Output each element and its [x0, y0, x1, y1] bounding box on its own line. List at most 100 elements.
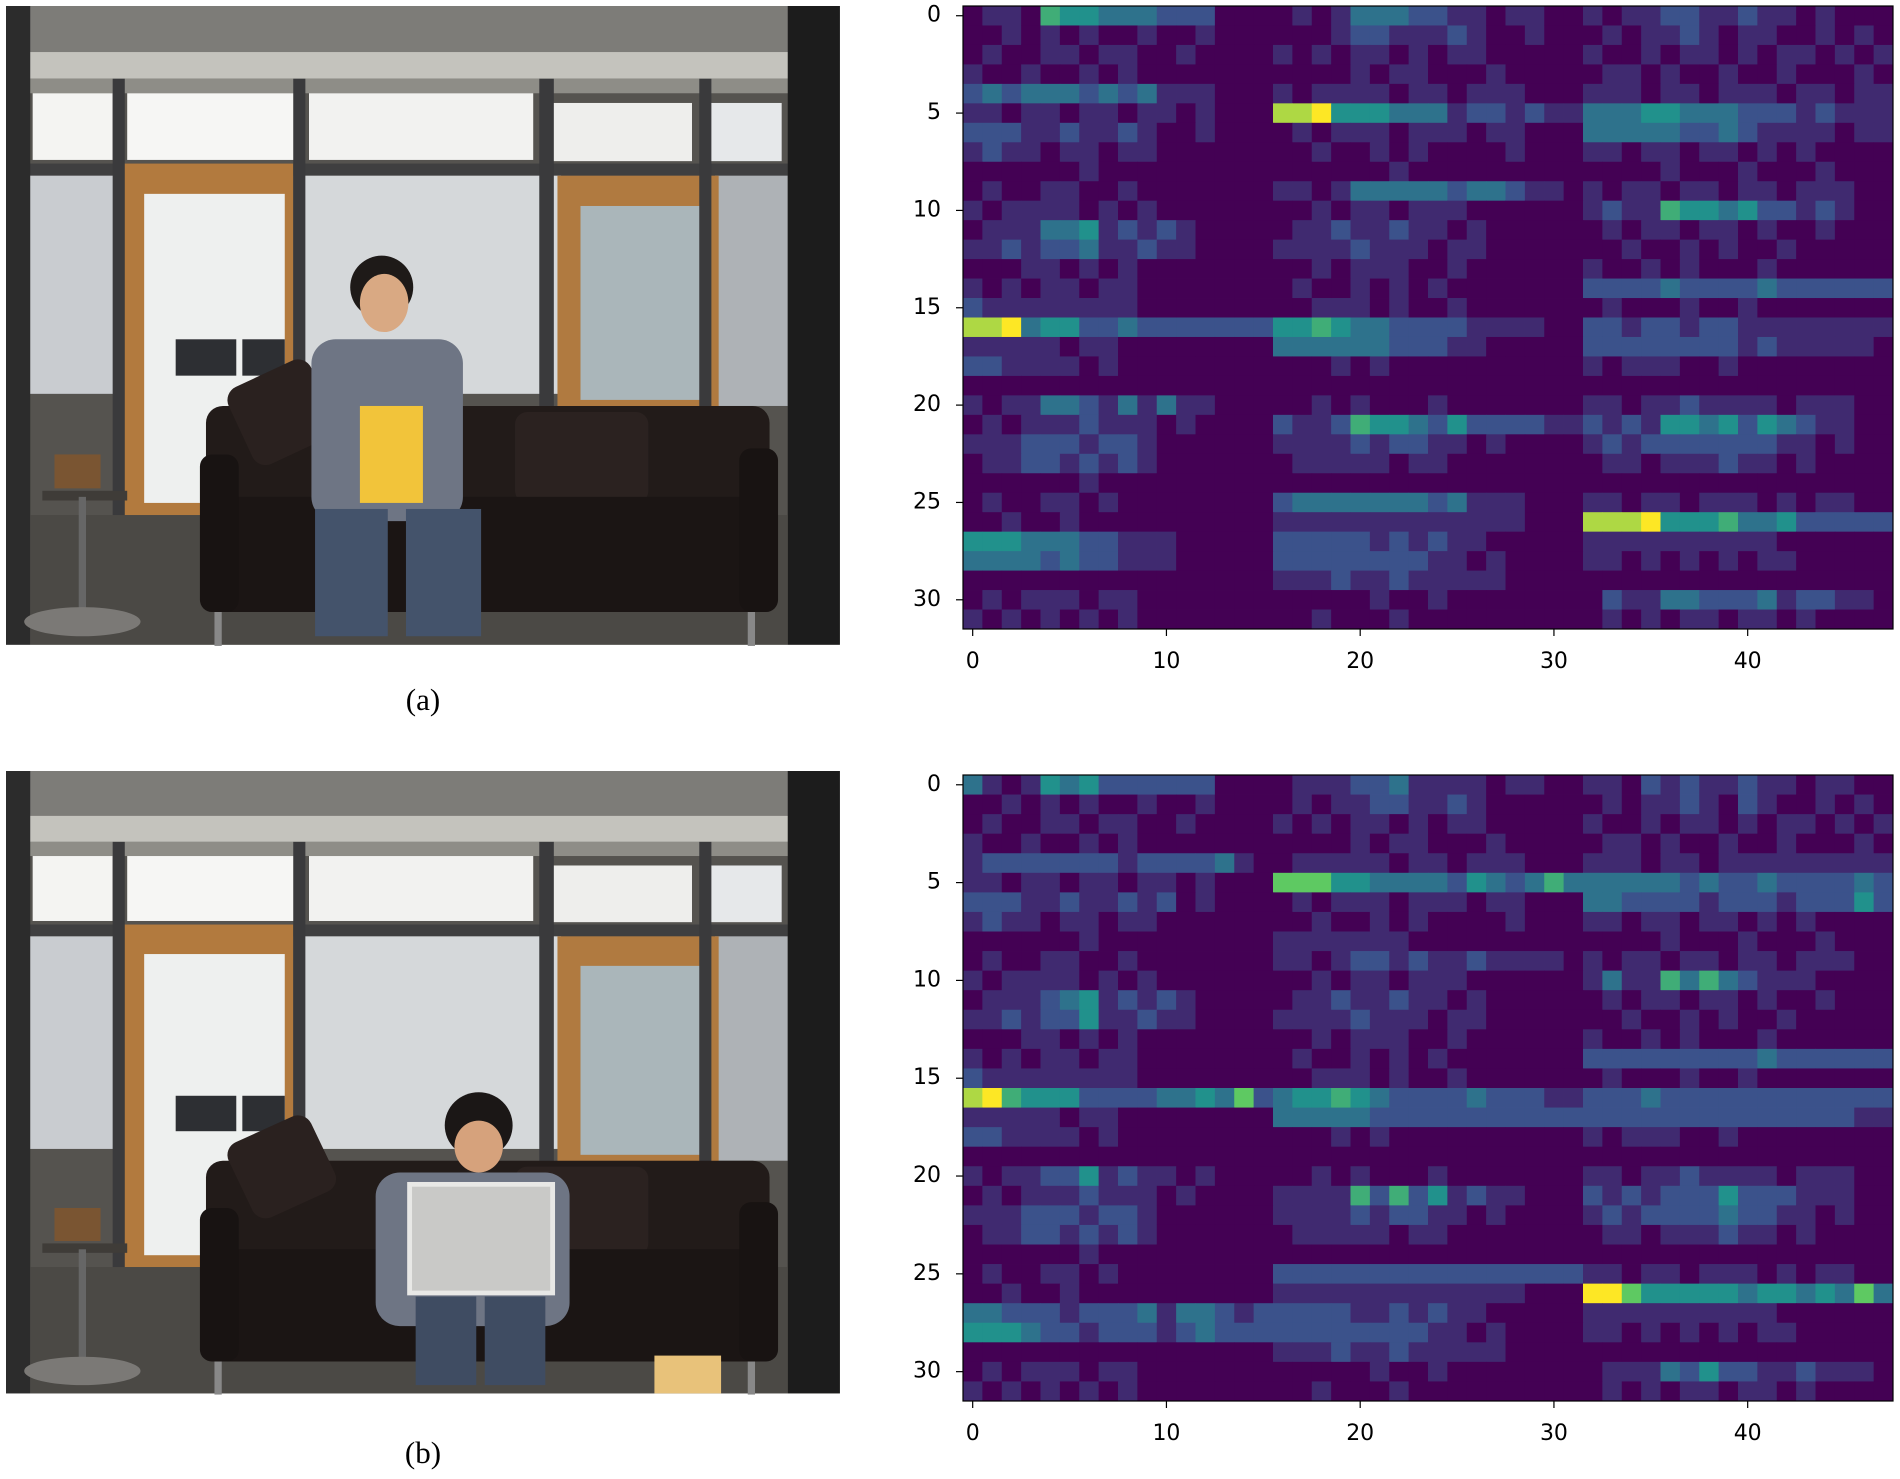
- heatmap-cell: [1408, 609, 1429, 630]
- heatmap-cell: [1757, 181, 1778, 202]
- heatmap-cell: [1699, 317, 1720, 338]
- heatmap-cell: [1311, 259, 1332, 279]
- heatmap-cell: [1350, 1342, 1371, 1363]
- heatmap-cell: [1776, 911, 1797, 932]
- heatmap-cell: [1718, 1127, 1739, 1148]
- heatmap-cell: [1428, 775, 1448, 795]
- heatmap-cell: [1214, 298, 1235, 318]
- heatmap-cell: [1602, 181, 1623, 202]
- heatmap-cell: [1156, 25, 1177, 46]
- heatmap-cell: [1583, 1127, 1603, 1148]
- heatmap-cell: [1796, 122, 1816, 143]
- heatmap-cell: [1524, 1048, 1545, 1069]
- heatmap-cell: [1583, 1244, 1603, 1265]
- heatmap-cell: [1369, 1224, 1390, 1245]
- heatmap-cell: [1118, 259, 1138, 279]
- heatmap-cell: [1815, 1166, 1836, 1187]
- heatmap-cell: [1834, 892, 1855, 913]
- heatmap-cell: [1602, 1244, 1623, 1265]
- heatmap-cell: [1331, 356, 1351, 377]
- heatmap-cell: [1195, 512, 1216, 533]
- heatmap-cell: [1021, 473, 1041, 494]
- heatmap-cell: [1796, 1166, 1816, 1187]
- heatmap-cell: [1544, 990, 1565, 1011]
- heatmap-cell: [1059, 64, 1080, 85]
- heatmap-cell: [1331, 375, 1351, 396]
- heatmap-cell: [1292, 1146, 1313, 1167]
- heatmap-cell: [1757, 1107, 1778, 1128]
- heatmap-cell: [1118, 951, 1138, 972]
- heatmap-cell: [1253, 6, 1274, 26]
- heatmap-cell: [963, 375, 983, 396]
- heatmap-cell: [1234, 931, 1255, 952]
- heatmap-cell: [1021, 1146, 1041, 1167]
- heatmap-cell: [1524, 911, 1545, 932]
- heatmap-cell: [1524, 473, 1545, 494]
- heatmap-cell: [1505, 794, 1526, 815]
- heatmap-cell: [1118, 44, 1138, 65]
- heatmap-cell: [1466, 892, 1487, 913]
- heatmap-cell: [1040, 298, 1061, 318]
- heatmap-cell: [1118, 590, 1138, 610]
- heatmap-cell: [1040, 375, 1061, 396]
- heatmap-cell: [1544, 1146, 1565, 1167]
- heatmap-cell: [1738, 278, 1758, 299]
- heatmap-cell: [1234, 1322, 1255, 1343]
- heatmap-cell: [1021, 551, 1041, 571]
- heatmap-cell: [1428, 64, 1448, 85]
- heatmap-cell: [963, 259, 983, 279]
- heatmap-cell: [982, 872, 1003, 893]
- heatmap-cell: [1834, 336, 1855, 357]
- heatmap-cell: [1408, 531, 1429, 552]
- heatmap-cell: [1137, 1322, 1158, 1343]
- heatmap-cell: [1757, 1009, 1778, 1030]
- heatmap-cell: [1718, 609, 1739, 630]
- heatmap-cell: [963, 1303, 983, 1324]
- heatmap-cell: [1408, 1068, 1429, 1089]
- heatmap-cell: [1583, 336, 1603, 357]
- heatmap-cell: [1214, 6, 1235, 26]
- heatmap-cell: [1563, 473, 1584, 494]
- heatmap-cell: [1699, 395, 1720, 416]
- heatmap-cell: [1176, 1029, 1196, 1050]
- heatmap-cell: [1486, 83, 1506, 104]
- heatmap-cell: [1505, 1322, 1526, 1343]
- heatmap-cell: [1796, 298, 1816, 318]
- heatmap-cell: [1776, 1244, 1797, 1265]
- heatmap-cell: [1118, 6, 1138, 26]
- heatmap-cell: [1699, 1303, 1720, 1324]
- heatmap-cell: [1234, 872, 1255, 893]
- heatmap-cell: [1350, 1283, 1371, 1304]
- heatmap-cell: [1486, 1068, 1506, 1089]
- heatmap-cell: [1234, 161, 1255, 182]
- heatmap-cell: [1873, 1303, 1894, 1324]
- heatmap-cell: [1389, 336, 1410, 357]
- heatmap-cell: [1176, 833, 1196, 854]
- heatmap-cell: [1873, 892, 1894, 913]
- heatmap-cell: [1505, 25, 1526, 46]
- heatmap-cell: [1408, 6, 1429, 26]
- heatmap-cell: [1699, 1009, 1720, 1030]
- heatmap-cell: [1796, 1146, 1816, 1167]
- heatmap-cell: [1350, 298, 1371, 318]
- heatmap-cell: [1292, 298, 1313, 318]
- heatmap-cell: [1234, 181, 1255, 202]
- heatmap-cell: [982, 551, 1003, 571]
- heatmap-cell: [1311, 1048, 1332, 1069]
- heatmap-cell: [1447, 853, 1468, 874]
- heatmap-cell: [1273, 278, 1293, 299]
- heatmap-cell: [1040, 1361, 1061, 1382]
- heatmap-cell: [1137, 1127, 1158, 1148]
- heatmap-cell: [1466, 531, 1487, 552]
- heatmap-cell: [1040, 395, 1061, 416]
- heatmap-cell: [1118, 25, 1138, 46]
- heatmap-cell: [1505, 83, 1526, 104]
- heatmap-cell: [1757, 609, 1778, 630]
- heatmap-cell: [1757, 1048, 1778, 1069]
- heatmap-cell: [1583, 83, 1603, 104]
- heatmap-cell: [1447, 161, 1468, 182]
- heatmap-cell: [1602, 395, 1623, 416]
- heatmap-cell: [1544, 220, 1565, 241]
- heatmap-cell: [1563, 1264, 1584, 1285]
- heatmap-cell: [982, 1185, 1003, 1206]
